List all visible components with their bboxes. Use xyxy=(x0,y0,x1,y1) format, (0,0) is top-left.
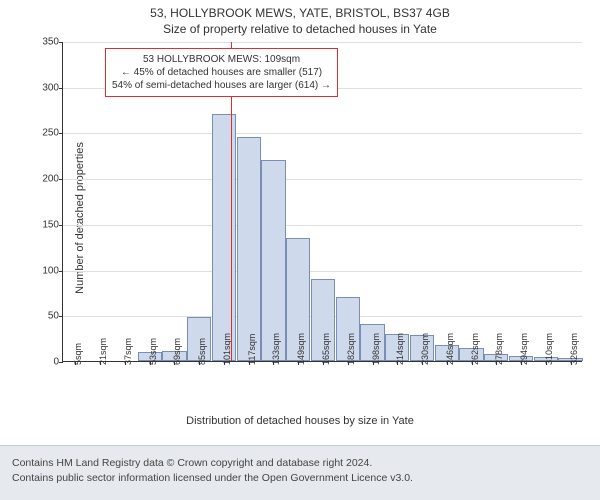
xtick-label: 278sqm xyxy=(494,333,504,365)
chart-title-sub: Size of property relative to detached ho… xyxy=(0,22,600,36)
xtick-label: 37sqm xyxy=(123,338,133,365)
ytick-label: 0 xyxy=(53,357,63,368)
xtick-label: 101sqm xyxy=(222,333,232,365)
gridline xyxy=(63,271,582,272)
xtick-label: 182sqm xyxy=(346,333,356,365)
gridline xyxy=(63,225,582,226)
annotation-line1: 53 HOLLYBROOK MEWS: 109sqm xyxy=(112,53,331,66)
ytick-label: 150 xyxy=(42,219,63,230)
xtick-label: 198sqm xyxy=(371,333,381,365)
gridline xyxy=(63,42,582,43)
chart-title-address: 53, HOLLYBROOK MEWS, YATE, BRISTOL, BS37… xyxy=(0,6,600,20)
xtick-label: 21sqm xyxy=(98,338,108,365)
xtick-label: 53sqm xyxy=(148,338,158,365)
xtick-label: 262sqm xyxy=(470,333,480,365)
ytick-label: 250 xyxy=(42,128,63,139)
xtick-label: 294sqm xyxy=(519,333,529,365)
ytick-label: 200 xyxy=(42,174,63,185)
chart-container: 53, HOLLYBROOK MEWS, YATE, BRISTOL, BS37… xyxy=(0,0,600,435)
annotation-line2: ← 45% of detached houses are smaller (51… xyxy=(112,66,331,79)
xtick-label: 85sqm xyxy=(197,338,207,365)
annotation-box: 53 HOLLYBROOK MEWS: 109sqm ← 45% of deta… xyxy=(105,48,338,97)
gridline xyxy=(63,133,582,134)
histogram-bar xyxy=(237,137,261,361)
xtick-label: 5sqm xyxy=(73,343,83,365)
ytick-label: 350 xyxy=(42,37,63,48)
footer-line2: Contains public sector information licen… xyxy=(12,471,588,486)
plot-area: 0501001502002503003505sqm21sqm37sqm53sqm… xyxy=(62,42,582,362)
annotation-line3: 54% of semi-detached houses are larger (… xyxy=(112,79,331,92)
gridline xyxy=(63,179,582,180)
x-axis-label: Distribution of detached houses by size … xyxy=(0,415,600,427)
xtick-label: 246sqm xyxy=(445,333,455,365)
footer: Contains HM Land Registry data © Crown c… xyxy=(0,445,600,500)
xtick-label: 230sqm xyxy=(420,333,430,365)
ytick-label: 300 xyxy=(42,82,63,93)
xtick-label: 165sqm xyxy=(321,333,331,365)
xtick-label: 133sqm xyxy=(271,333,281,365)
xtick-label: 326sqm xyxy=(569,333,579,365)
footer-line1: Contains HM Land Registry data © Crown c… xyxy=(12,456,588,471)
xtick-label: 214sqm xyxy=(395,333,405,365)
xtick-label: 310sqm xyxy=(544,333,554,365)
xtick-label: 69sqm xyxy=(172,338,182,365)
ytick-label: 50 xyxy=(48,311,63,322)
histogram-bar xyxy=(261,160,285,361)
xtick-label: 149sqm xyxy=(296,333,306,365)
xtick-label: 117sqm xyxy=(247,334,257,365)
ytick-label: 100 xyxy=(42,265,63,276)
